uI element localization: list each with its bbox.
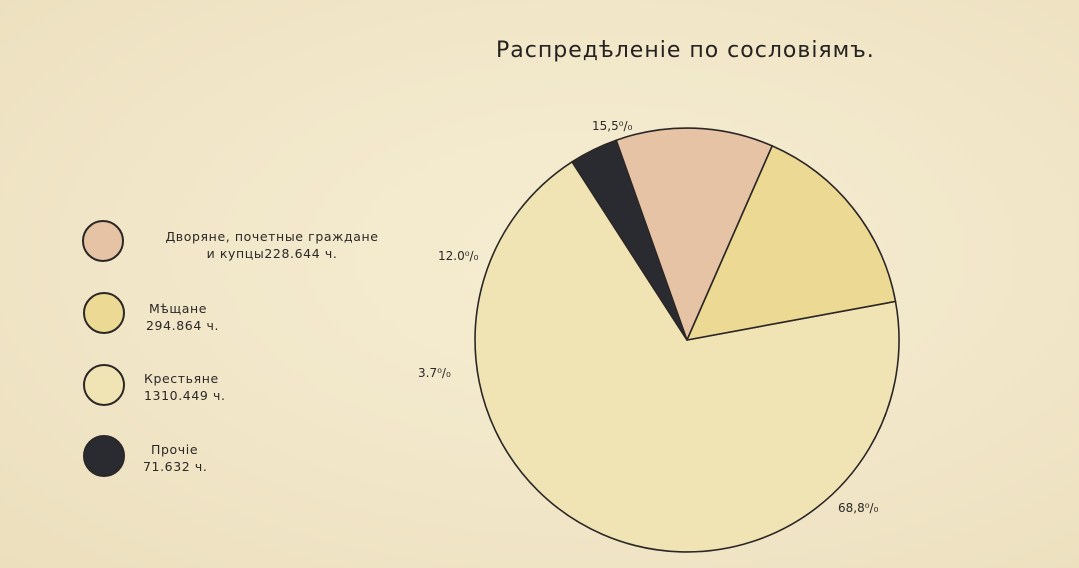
pie-slice-nobles xyxy=(615,127,773,341)
legend-label-nobles-line2: и купцы228.644 ч. xyxy=(206,246,338,261)
legend-label-townsfolk-line1: Мѣщане xyxy=(149,301,208,316)
pie-label-others: 3.7⁰/₀ xyxy=(418,366,451,380)
legend-label-peasants-line1: Крестьяне xyxy=(144,371,219,386)
legend-swatch-peasants xyxy=(83,364,125,406)
legend-label-townsfolk-line2: 294.864 ч. xyxy=(146,318,220,333)
legend-label-peasants: Крестьяне 1310.449 ч. xyxy=(144,370,264,404)
pie-label-townsfolk: 15,5⁰/₀ xyxy=(592,119,633,133)
legend-label-peasants-line2: 1310.449 ч. xyxy=(144,388,226,403)
pie-label-peasants: 68,8⁰/₀ xyxy=(838,501,879,515)
legend-label-others-line1: Прочіе xyxy=(151,442,199,457)
legend-swatch-townsfolk xyxy=(83,292,125,334)
legend-label-townsfolk: Мѣщане 294.864 ч. xyxy=(146,300,266,334)
legend-label-nobles: Дворяне, почетные граждане и купцы228.64… xyxy=(142,228,402,262)
pie-slice-townsfolk xyxy=(686,145,897,341)
pie-label-nobles: 12.0⁰/₀ xyxy=(438,249,479,263)
pie-slice-peasants xyxy=(474,161,900,553)
legend-label-others-line2: 71.632 ч. xyxy=(143,459,208,474)
legend-label-nobles-line1: Дворяне, почетные граждане xyxy=(165,229,379,244)
chart-title: Распредѣленіе по сословіямъ. xyxy=(496,38,875,63)
legend-label-others: Прочіе 71.632 ч. xyxy=(143,441,263,475)
legend-swatch-nobles xyxy=(82,220,124,262)
legend-swatch-others xyxy=(83,435,125,477)
